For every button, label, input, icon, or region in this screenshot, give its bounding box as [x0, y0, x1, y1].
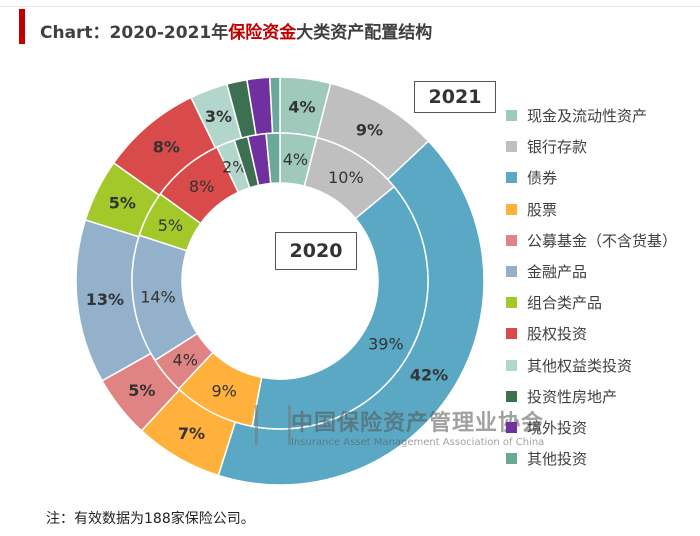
- legend: 现金及流动性资产 银行存款债券股票公募基金（不含货基） 金融产品组合类产品股权投资其…: [506, 100, 677, 474]
- legend-swatch: [506, 390, 517, 402]
- legend-label: 境外投资: [527, 418, 588, 437]
- data-label-2021-3: 7%: [178, 424, 205, 443]
- data-label-2020-3: 9%: [211, 382, 236, 401]
- data-label-2021-5: 13%: [86, 290, 124, 309]
- data-label-2021-2: 42%: [410, 366, 448, 385]
- legend-label: 其他投资: [527, 450, 588, 469]
- data-label-2020-4: 4%: [173, 350, 198, 369]
- watermark-logo: 中国保险资产管理业协会 Insurance Asset Management As…: [255, 405, 544, 448]
- legend-swatch: [506, 141, 517, 153]
- data-label-2021-8: 3%: [205, 107, 232, 126]
- legend-item: 其他投资: [506, 443, 677, 474]
- data-label-2021-4: 5%: [128, 381, 155, 400]
- title-prefix: Chart：2020-2021年: [40, 23, 229, 43]
- slice-2020-11: [265, 132, 281, 185]
- legend-swatch: [506, 421, 517, 433]
- legend-swatch: [506, 328, 517, 340]
- legend-label: 公募基金（不含货基）: [527, 231, 678, 250]
- legend-item: 投资性房地产: [506, 381, 677, 412]
- slice-2020-2: [251, 185, 429, 430]
- data-label-2020-2: 39%: [368, 335, 404, 354]
- legend-label: 债券: [527, 169, 558, 188]
- chart-title: Chart：2020-2021年保险资金大类资产配置结构: [40, 18, 432, 43]
- legend-item: 其他权益类投资: [506, 350, 677, 381]
- legend-label: 金融产品: [527, 263, 588, 282]
- callout-2020: 2020: [275, 232, 357, 270]
- legend-item: 公募基金（不含货基）: [506, 225, 677, 256]
- legend-swatch: [506, 359, 517, 371]
- legend-label: 现金及流动性资产: [527, 107, 648, 126]
- legend-swatch: [506, 110, 517, 122]
- legend-item: 组合类产品: [506, 287, 677, 318]
- data-label-2021-7: 8%: [153, 138, 180, 157]
- legend-item: 境外投资: [506, 412, 677, 443]
- legend-label: 投资性房地产: [527, 387, 618, 406]
- data-label-2020-0: 4%: [283, 150, 308, 169]
- data-label-2020-5: 14%: [140, 287, 176, 306]
- legend-label: 银行存款: [527, 138, 588, 157]
- title-accent-bar: [19, 9, 25, 44]
- data-label-2021-6: 5%: [109, 194, 136, 213]
- watermark-cn: 中国保险资产管理业协会: [291, 411, 545, 436]
- legend-swatch: [506, 234, 517, 246]
- legend-item: 债券: [506, 162, 677, 193]
- legend-label: 股票: [527, 200, 558, 219]
- legend-label: 组合类产品: [527, 294, 603, 313]
- title-suffix: 大类资产配置结构: [296, 23, 433, 43]
- callout-2021: 2021: [414, 81, 496, 113]
- legend-item: 股权投资: [506, 318, 677, 349]
- watermark-en: Insurance Asset Management Association o…: [291, 437, 545, 448]
- divider: [0, 6, 700, 7]
- legend-item: 银行存款: [506, 131, 677, 162]
- legend-label: 其他权益类投资: [527, 356, 633, 375]
- footnote: 注：有效数据为188家保险公司。: [46, 511, 255, 527]
- legend-swatch: [506, 266, 517, 278]
- legend-item: 现金及流动性资产: [506, 100, 677, 131]
- legend-swatch: [506, 203, 517, 215]
- data-label-2020-1: 10%: [328, 168, 364, 187]
- data-label-2020-7: 8%: [189, 177, 214, 196]
- legend-swatch: [506, 453, 517, 465]
- data-label-2021-0: 4%: [288, 97, 315, 116]
- legend-swatch: [506, 297, 517, 309]
- data-label-2021-1: 9%: [356, 120, 383, 139]
- legend-label: 股权投资: [527, 325, 588, 344]
- data-label-2020-6: 5%: [158, 216, 183, 235]
- legend-swatch: [506, 172, 517, 184]
- legend-item: 金融产品: [506, 256, 677, 287]
- legend-item: 股票: [506, 194, 677, 225]
- title-highlight: 保险资金: [228, 23, 297, 43]
